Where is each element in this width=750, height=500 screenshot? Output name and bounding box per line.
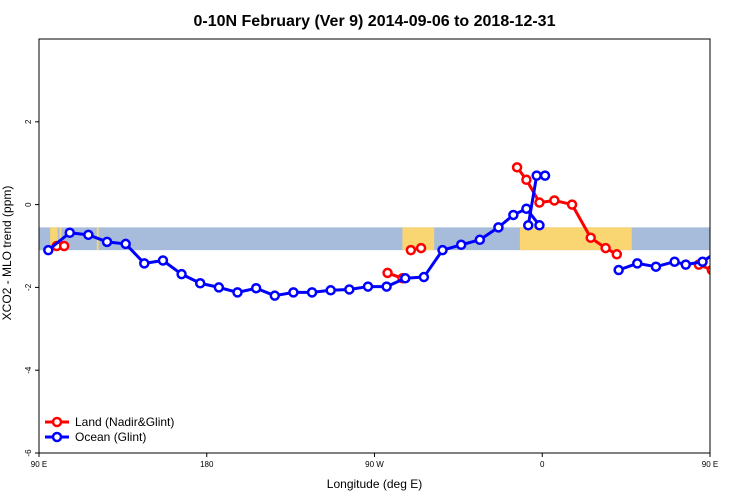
data-point bbox=[288, 287, 299, 298]
data-point bbox=[613, 264, 624, 276]
legend-label: Ocean (Glint) bbox=[75, 430, 146, 444]
legend-marker bbox=[51, 431, 63, 443]
data-point bbox=[632, 258, 643, 269]
data-point bbox=[474, 234, 486, 246]
data-point bbox=[585, 232, 596, 243]
x-tick-label: 90 E bbox=[31, 460, 47, 469]
data-point bbox=[730, 240, 738, 248]
y-tick-label: -4 bbox=[24, 366, 33, 374]
data-point bbox=[650, 261, 662, 272]
data-point bbox=[715, 246, 723, 254]
data-point bbox=[697, 256, 708, 267]
data-point bbox=[344, 284, 355, 295]
data-point bbox=[539, 170, 551, 181]
data-point bbox=[213, 282, 225, 293]
data-point bbox=[400, 273, 411, 284]
data-point bbox=[43, 244, 54, 256]
y-axis: -6 -4 -2 0 2 bbox=[24, 119, 39, 457]
data-point bbox=[611, 249, 623, 260]
data-point bbox=[157, 255, 169, 266]
data-point bbox=[521, 174, 532, 186]
data-point bbox=[232, 287, 243, 298]
data-point bbox=[600, 242, 611, 254]
data-point bbox=[534, 197, 545, 208]
x-tick-label: 0 bbox=[540, 460, 545, 469]
data-point bbox=[511, 162, 523, 173]
data-point bbox=[669, 256, 680, 267]
data-point bbox=[523, 220, 534, 231]
legend-item-ocean: Ocean (Glint) bbox=[45, 430, 146, 444]
data-point bbox=[493, 222, 504, 233]
data-point bbox=[531, 170, 542, 181]
data-point bbox=[549, 195, 560, 206]
data-point bbox=[58, 240, 70, 252]
data-point bbox=[250, 282, 262, 294]
data-point bbox=[306, 287, 318, 298]
x-tick-label: 90 E bbox=[702, 460, 718, 469]
data-point bbox=[566, 199, 578, 210]
data-point bbox=[736, 242, 744, 250]
data-point bbox=[64, 227, 76, 239]
data-point bbox=[325, 285, 336, 296]
data-point bbox=[120, 238, 131, 250]
x-tick-label: 90 W bbox=[365, 460, 384, 469]
x-axis: 90 E 180 90 W 0 90 E bbox=[31, 453, 718, 469]
land-segment bbox=[402, 227, 435, 251]
data-point bbox=[405, 244, 417, 256]
data-point bbox=[83, 229, 94, 241]
data-point bbox=[381, 281, 392, 292]
data-point bbox=[101, 236, 113, 248]
data-point bbox=[269, 290, 281, 301]
land-segment bbox=[519, 227, 632, 251]
data-point bbox=[176, 268, 187, 280]
ocean-series bbox=[43, 170, 750, 301]
data-point bbox=[415, 242, 427, 254]
data-point bbox=[680, 259, 692, 270]
data-point bbox=[139, 258, 150, 269]
legend-marker bbox=[51, 416, 63, 428]
data-point bbox=[455, 239, 467, 251]
y-tick-label: -2 bbox=[24, 283, 33, 291]
latitude-band bbox=[39, 227, 750, 251]
x-axis-label: Longitude (deg E) bbox=[327, 477, 422, 491]
legend: Land (Nadir&Glint)Ocean (Glint) bbox=[45, 415, 174, 444]
data-point bbox=[382, 267, 393, 279]
data-point bbox=[418, 271, 430, 283]
data-point bbox=[745, 230, 750, 238]
legend-label: Land (Nadir&Glint) bbox=[75, 415, 174, 429]
chart-title: 0-10N February (Ver 9) 2014-09-06 to 201… bbox=[194, 13, 556, 30]
y-tick-label: -6 bbox=[24, 449, 33, 457]
data-point bbox=[706, 265, 710, 275]
x-tick-label: 180 bbox=[200, 460, 214, 469]
y-tick-label: 2 bbox=[24, 119, 33, 124]
data-point bbox=[362, 281, 374, 292]
land-segment bbox=[736, 227, 750, 250]
data-point bbox=[437, 244, 448, 256]
data-point bbox=[194, 278, 206, 289]
series-layer bbox=[43, 162, 750, 301]
y-axis-label: XCO2 - MLO trend (ppm) bbox=[0, 186, 14, 321]
legend-item-land: Land (Nadir&Glint) bbox=[45, 415, 174, 429]
land-segment bbox=[50, 227, 58, 251]
series-line bbox=[618, 254, 710, 272]
data-point bbox=[508, 209, 519, 221]
y-tick-label: 0 bbox=[24, 202, 33, 207]
data-point bbox=[534, 220, 545, 231]
series-line bbox=[47, 207, 541, 298]
